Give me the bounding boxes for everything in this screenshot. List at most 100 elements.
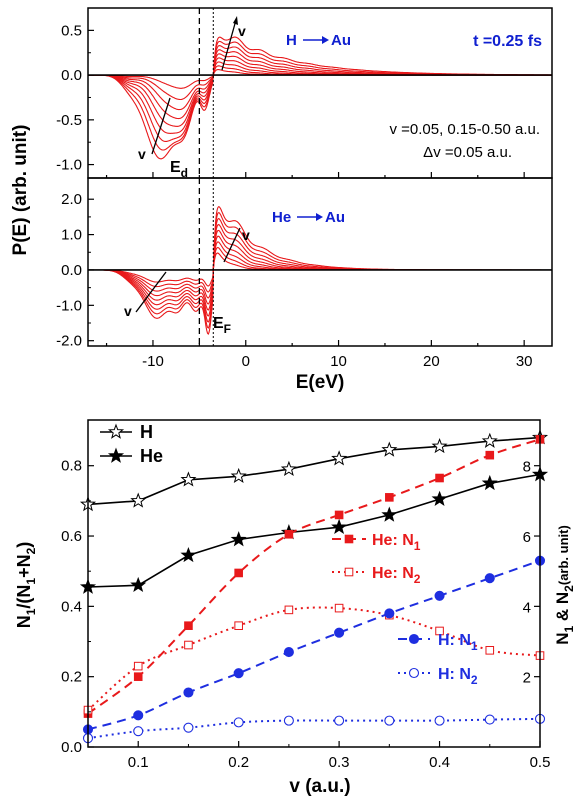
series-point <box>331 450 348 466</box>
h-au-arrowhead <box>322 36 329 44</box>
series-point <box>280 460 297 477</box>
series-point <box>384 608 395 619</box>
series-point <box>233 717 244 728</box>
v-label-mid-left: v <box>124 303 132 319</box>
bottom-ylabel: N1/(N1+N2) <box>14 542 38 629</box>
series-point <box>434 590 445 601</box>
legend-marker <box>408 633 420 645</box>
bottom-panel-frame <box>87 419 541 748</box>
series-point <box>434 715 445 726</box>
series-point <box>334 510 344 520</box>
top-ylabel: P(E) (arb. unit) <box>10 125 31 256</box>
series-point <box>431 437 448 454</box>
v-label-mid-right: v <box>242 227 250 243</box>
y-tick-label-bottom: 0.8 <box>61 458 82 475</box>
series-point <box>183 722 194 733</box>
series-point <box>331 518 348 535</box>
series-line <box>87 717 541 740</box>
v-label-top-right: v <box>238 23 246 39</box>
series-point <box>435 473 444 483</box>
legend-label: He <box>140 446 163 466</box>
legend-marker <box>408 667 420 679</box>
v-arrow-mid-right <box>223 227 241 263</box>
series-point <box>180 471 197 487</box>
series-point <box>130 576 147 593</box>
legend-label: H: N1 <box>438 632 478 653</box>
top-panel-curves <box>88 36 552 160</box>
series-point <box>234 568 243 578</box>
y-tick-label-top: 0.5 <box>61 22 82 39</box>
x-tick-label-bottom: 0.3 <box>329 754 350 771</box>
series-line <box>87 473 541 588</box>
y-tick-label-mid: -1.0 <box>56 297 82 314</box>
x-tick-label-top: 10 <box>330 353 347 370</box>
y-tick-label-bottom: 0.6 <box>61 528 82 545</box>
series-point <box>385 493 394 502</box>
velocity-note-line2: Δv =0.05 a.u. <box>423 144 512 161</box>
v-arrow-top-right <box>221 19 237 71</box>
series-point <box>485 646 495 655</box>
bottom-y2label: N1 & N2(arb. unit) <box>553 525 576 645</box>
legend-label: He: N1 <box>372 532 421 553</box>
series-point <box>384 715 395 726</box>
series-point <box>283 715 294 726</box>
legend-marker <box>107 423 125 439</box>
x-tick-label-bottom: 0.2 <box>228 754 249 771</box>
x-tick-label-bottom: 0.1 <box>128 754 149 771</box>
middle-panel-frame <box>87 177 553 347</box>
y-tick-label-bottom: 0.4 <box>61 598 82 615</box>
series-line <box>87 559 541 731</box>
y2-tick-label-bottom: 8 <box>523 459 531 476</box>
bottom-panel-marks <box>79 429 549 744</box>
series-point <box>133 672 143 681</box>
x-tick-label-top: 0 <box>242 353 250 370</box>
y-tick-label-top: 0.0 <box>61 67 82 84</box>
series-point <box>381 441 398 457</box>
x-tick-label-top: 30 <box>516 353 533 370</box>
v-arrow-top-left <box>151 97 171 155</box>
x-tick-label-top: 20 <box>423 353 440 370</box>
x-tick-label-top: -10 <box>142 353 164 370</box>
series-point <box>484 714 495 725</box>
series-point <box>184 640 193 650</box>
series-point <box>233 668 244 679</box>
y2-tick-label-bottom: 6 <box>523 529 531 546</box>
y-tick-label-mid: -2.0 <box>56 333 82 350</box>
ef-label: EF <box>213 315 231 336</box>
series-point <box>284 605 294 615</box>
v-arrow-mid-left <box>135 271 167 313</box>
h-au-spectrum-curve <box>88 57 552 120</box>
he-au-panel-title: He <box>272 209 291 226</box>
series-point <box>230 531 247 547</box>
legend-marker <box>344 567 354 577</box>
series-point <box>485 450 495 460</box>
x-tick-label-bottom: 0.4 <box>429 754 450 771</box>
legend-marker <box>107 447 125 463</box>
ed-label: Ed <box>170 159 188 180</box>
legend-label: H <box>140 422 153 442</box>
series-point <box>133 726 144 737</box>
h-au-panel-title: H <box>286 32 297 49</box>
legend: H He He: N1 He: N2 H: N1 H: N2 <box>100 422 478 687</box>
series-point <box>283 647 294 658</box>
series-point <box>284 529 294 539</box>
v-arrowhead-top-right <box>233 16 238 25</box>
series-line <box>87 436 541 506</box>
series-point <box>431 490 448 506</box>
time-label: t =0.25 fs <box>473 33 542 50</box>
legend-label: He: N2 <box>372 565 421 586</box>
y2-tick-label-bottom: 2 <box>523 670 531 687</box>
series-point <box>334 715 345 726</box>
h-au-target: Au <box>331 32 351 49</box>
series-point <box>481 432 498 448</box>
series-point <box>133 661 143 671</box>
y-tick-label-mid: 1.0 <box>61 227 82 244</box>
v-label-top-left: v <box>138 146 146 162</box>
y-tick-label-bottom: 0.2 <box>61 669 82 686</box>
series-point <box>184 621 193 630</box>
series-point <box>183 687 194 698</box>
y-tick-label-mid: 2.0 <box>61 191 82 208</box>
he-au-target: Au <box>325 209 345 226</box>
axes-layer: -10 0 10 20 30 -1.0 -0.5 0.0 0.5 -2.0 -1.0 0.0 1.0 2.… <box>56 8 552 771</box>
